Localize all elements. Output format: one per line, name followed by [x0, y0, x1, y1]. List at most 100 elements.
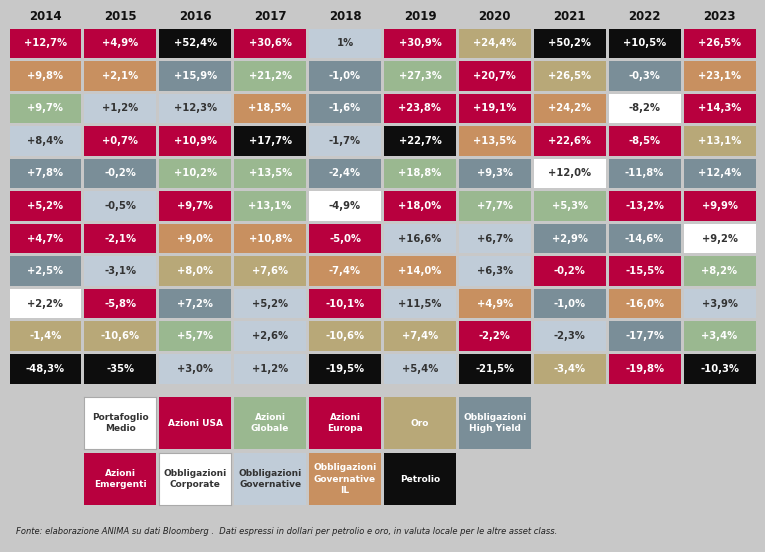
Text: +14,0%: +14,0%	[399, 266, 441, 276]
Text: +22,6%: +22,6%	[549, 136, 591, 146]
Text: +1,2%: +1,2%	[252, 364, 288, 374]
Text: +4,9%: +4,9%	[103, 38, 138, 48]
Text: +24,2%: +24,2%	[549, 103, 591, 113]
Text: +30,9%: +30,9%	[399, 38, 441, 48]
Text: +30,6%: +30,6%	[249, 38, 291, 48]
Text: +9,7%: +9,7%	[28, 103, 63, 113]
Text: Azioni
Emergenti: Azioni Emergenti	[94, 469, 147, 489]
Text: +18,8%: +18,8%	[399, 168, 441, 178]
Text: +12,4%: +12,4%	[698, 168, 741, 178]
Text: +52,4%: +52,4%	[174, 38, 216, 48]
Text: Obbligazioni
Governative
IL: Obbligazioni Governative IL	[314, 463, 376, 495]
Text: -10,1%: -10,1%	[325, 299, 365, 309]
Text: -3,4%: -3,4%	[554, 364, 586, 374]
Text: 2018: 2018	[329, 9, 361, 23]
Text: 1%: 1%	[337, 38, 353, 48]
Text: Petrolio: Petrolio	[400, 475, 440, 484]
Text: +6,7%: +6,7%	[477, 233, 513, 243]
Text: 2023: 2023	[703, 9, 736, 23]
Text: +7,8%: +7,8%	[28, 168, 63, 178]
Text: -16,0%: -16,0%	[625, 299, 664, 309]
Text: -0,5%: -0,5%	[104, 201, 136, 211]
Text: -10,6%: -10,6%	[101, 331, 140, 341]
Text: -4,9%: -4,9%	[329, 201, 361, 211]
Text: -8,5%: -8,5%	[629, 136, 661, 146]
Text: -2,1%: -2,1%	[104, 233, 136, 243]
Text: +5,2%: +5,2%	[252, 299, 288, 309]
Text: -0,2%: -0,2%	[104, 168, 136, 178]
Text: -2,4%: -2,4%	[329, 168, 361, 178]
Text: +22,7%: +22,7%	[399, 136, 441, 146]
Text: +8,2%: +8,2%	[702, 266, 737, 276]
Text: -1,0%: -1,0%	[554, 299, 586, 309]
Text: +23,1%: +23,1%	[698, 71, 741, 81]
Text: +9,3%: +9,3%	[477, 168, 513, 178]
Text: Portafoglio
Medio: Portafoglio Medio	[92, 413, 148, 433]
Text: -14,6%: -14,6%	[625, 233, 664, 243]
Text: +3,9%: +3,9%	[702, 299, 737, 309]
Text: -8,2%: -8,2%	[629, 103, 661, 113]
Text: -1,4%: -1,4%	[29, 331, 62, 341]
Text: -48,3%: -48,3%	[26, 364, 65, 374]
Text: Azioni
Globale: Azioni Globale	[251, 413, 289, 433]
Text: 2015: 2015	[104, 9, 137, 23]
Text: +12,7%: +12,7%	[24, 38, 67, 48]
Text: -10,6%: -10,6%	[325, 331, 365, 341]
Text: -21,5%: -21,5%	[475, 364, 514, 374]
Text: +2,2%: +2,2%	[28, 299, 63, 309]
Text: +50,2%: +50,2%	[549, 38, 591, 48]
Text: -2,2%: -2,2%	[479, 331, 511, 341]
Text: +9,8%: +9,8%	[28, 71, 63, 81]
Text: +1,2%: +1,2%	[103, 103, 138, 113]
Text: -19,8%: -19,8%	[625, 364, 664, 374]
Text: -35%: -35%	[106, 364, 135, 374]
Text: +12,3%: +12,3%	[174, 103, 216, 113]
Text: Obbligazioni
Corporate: Obbligazioni Corporate	[164, 469, 227, 489]
Text: +13,5%: +13,5%	[474, 136, 516, 146]
Text: +26,5%: +26,5%	[698, 38, 741, 48]
Text: +7,4%: +7,4%	[402, 331, 438, 341]
Text: 2016: 2016	[179, 9, 212, 23]
Text: +23,8%: +23,8%	[399, 103, 441, 113]
Text: +9,2%: +9,2%	[702, 233, 737, 243]
Text: +8,4%: +8,4%	[28, 136, 63, 146]
Text: +24,4%: +24,4%	[474, 38, 516, 48]
Text: +6,3%: +6,3%	[477, 266, 513, 276]
Text: +5,3%: +5,3%	[552, 201, 588, 211]
Text: +12,0%: +12,0%	[549, 168, 591, 178]
Text: +14,3%: +14,3%	[698, 103, 741, 113]
Text: +10,9%: +10,9%	[174, 136, 216, 146]
Text: +27,3%: +27,3%	[399, 71, 441, 81]
Text: +2,6%: +2,6%	[252, 331, 288, 341]
Text: Oro: Oro	[411, 418, 429, 427]
Text: +9,7%: +9,7%	[177, 201, 213, 211]
Text: -19,5%: -19,5%	[325, 364, 365, 374]
Text: +7,6%: +7,6%	[252, 266, 288, 276]
Text: +15,9%: +15,9%	[174, 71, 216, 81]
Text: -7,4%: -7,4%	[329, 266, 361, 276]
Text: +0,7%: +0,7%	[103, 136, 138, 146]
Text: -15,5%: -15,5%	[625, 266, 664, 276]
Text: -13,2%: -13,2%	[625, 201, 664, 211]
Text: -0,3%: -0,3%	[629, 71, 661, 81]
Text: +7,2%: +7,2%	[177, 299, 213, 309]
Text: -1,0%: -1,0%	[329, 71, 361, 81]
Text: -3,1%: -3,1%	[104, 266, 136, 276]
Text: +17,7%: +17,7%	[249, 136, 291, 146]
Text: +2,1%: +2,1%	[103, 71, 138, 81]
Text: -5,8%: -5,8%	[104, 299, 136, 309]
Text: Azioni
Europa: Azioni Europa	[327, 413, 363, 433]
Text: +21,2%: +21,2%	[249, 71, 291, 81]
Text: Obbligazioni
Governative: Obbligazioni Governative	[239, 469, 301, 489]
Text: Azioni USA: Azioni USA	[168, 418, 223, 427]
Text: +8,0%: +8,0%	[177, 266, 213, 276]
Text: +10,5%: +10,5%	[623, 38, 666, 48]
Text: +26,5%: +26,5%	[549, 71, 591, 81]
Text: 2017: 2017	[254, 9, 286, 23]
Text: +2,9%: +2,9%	[552, 233, 588, 243]
Text: -5,0%: -5,0%	[329, 233, 361, 243]
Text: 2021: 2021	[554, 9, 586, 23]
Text: -2,3%: -2,3%	[554, 331, 586, 341]
Text: +5,4%: +5,4%	[402, 364, 438, 374]
Text: +13,1%: +13,1%	[249, 201, 291, 211]
